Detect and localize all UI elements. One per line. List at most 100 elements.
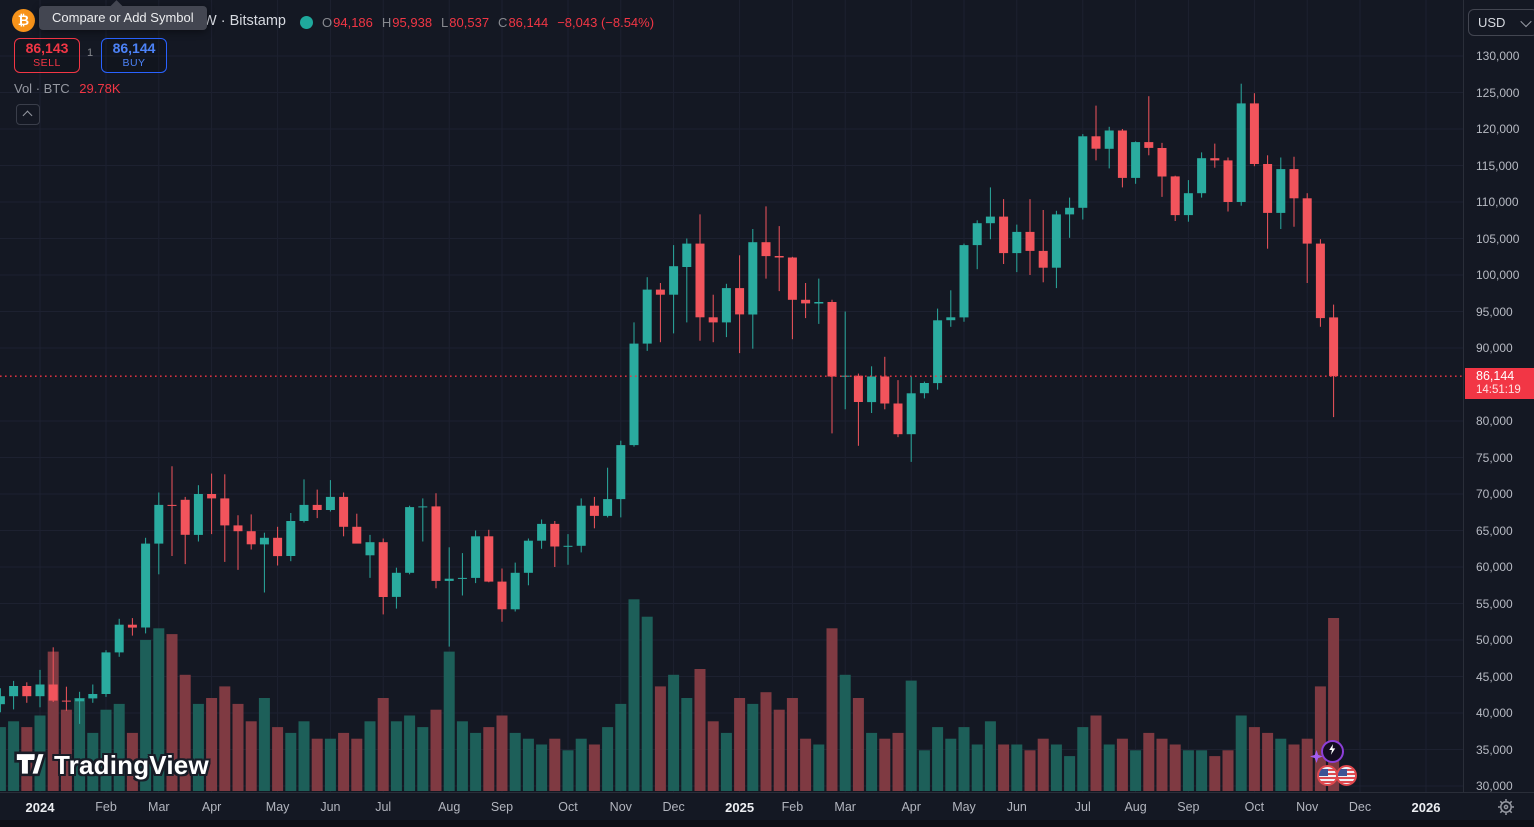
candle-body [193, 494, 203, 535]
compare-tooltip: Compare or Add Symbol [39, 0, 207, 30]
volume-bar [800, 738, 812, 791]
collapse-legend-button[interactable] [16, 104, 40, 125]
volume-bar [879, 738, 891, 791]
candle-body [1065, 207, 1075, 215]
candle-body [431, 506, 441, 581]
price-tick: 95,000 [1476, 304, 1513, 319]
candle-body [141, 543, 151, 628]
volume-bar [958, 727, 970, 791]
volume-bar [971, 744, 983, 791]
volume-bar [100, 709, 112, 791]
candle-body [721, 288, 731, 323]
volume-bar [760, 692, 772, 791]
candle-body [365, 542, 375, 556]
candle-body [695, 243, 705, 318]
candle-body [801, 299, 811, 304]
spread-value: 1 [86, 47, 94, 59]
candle-body [418, 506, 428, 508]
month-tick: Oct [1244, 800, 1265, 814]
year-tick: 2024 [25, 800, 55, 815]
tradingview-logo-icon [13, 747, 48, 784]
volume-bar [813, 744, 825, 791]
month-tick: Aug [1124, 800, 1147, 814]
candle-body [906, 393, 916, 435]
volume-bar [984, 721, 996, 791]
candle-body [1038, 250, 1048, 268]
volume-bar [602, 727, 614, 791]
sell-button[interactable]: 86,143 SELL [14, 38, 80, 73]
price-tick: 40,000 [1476, 706, 1513, 720]
price-tick: 35,000 [1476, 742, 1513, 757]
volume-bar [311, 738, 323, 791]
volume-bar [483, 727, 495, 791]
candle-body [1210, 158, 1220, 161]
candle-body [761, 242, 771, 257]
volume-bar [1143, 732, 1155, 791]
price-axis[interactable]: USD 86,144 14:51:19 130,000 125,000 120,00… [1463, 0, 1534, 793]
candle-body [299, 504, 309, 521]
volume-bar [1024, 750, 1036, 791]
market-status-dot[interactable] [300, 16, 313, 29]
volume-bar [60, 709, 72, 791]
volume-bar [1222, 750, 1234, 791]
price-tick: 80,000 [1476, 414, 1513, 428]
volume-bar [1196, 750, 1208, 791]
bitcoin-logo-icon: ₿ [12, 9, 35, 32]
candle-body [405, 507, 415, 573]
candle-body [880, 376, 890, 404]
candle-body [748, 242, 758, 315]
buy-button[interactable]: 86,144 BUY [101, 38, 167, 73]
tradingview-watermark[interactable]: TradingView [13, 747, 209, 784]
volume-bar [1116, 738, 1128, 791]
usd-currency-button[interactable]: USD [1468, 9, 1534, 36]
volume-bar [126, 732, 138, 791]
candle-body [1276, 169, 1286, 213]
volume-bar [232, 703, 244, 791]
candle-body [523, 540, 533, 573]
close-label: C [498, 15, 508, 30]
volume-bar [562, 750, 574, 791]
economic-event-marker[interactable] [1317, 765, 1338, 786]
candle-body [629, 343, 639, 446]
volume-bar [258, 698, 270, 791]
candle-body [985, 216, 995, 224]
volume-bar [522, 738, 534, 791]
settings-gear-icon[interactable] [1496, 797, 1516, 817]
chart-canvas[interactable] [0, 0, 1463, 792]
economic-event-marker[interactable] [1336, 765, 1357, 786]
candle-body [246, 531, 256, 545]
volume-bar [74, 698, 86, 791]
candle-body [1104, 130, 1114, 149]
month-tick: May [952, 800, 976, 814]
open-label: O [322, 15, 333, 30]
us-flag-icon [1319, 769, 1328, 776]
candle-body [1329, 317, 1339, 377]
candle-body [325, 496, 335, 510]
candle-body [233, 525, 243, 532]
candle-body [1302, 198, 1312, 244]
month-tick: May [265, 800, 290, 814]
candle-body [484, 536, 494, 582]
volume-bar [364, 721, 376, 791]
volume-bar [1103, 744, 1115, 791]
time-axis[interactable]: 2024 Feb Mar Apr May Jun Jul Aug Sep Oct Nov Dec 202… [0, 792, 1534, 821]
symbol-name[interactable]: W · Bitstamp [203, 13, 286, 29]
volume-bar [509, 732, 521, 791]
candle-body [1170, 176, 1180, 216]
price-tick: 45,000 [1476, 669, 1513, 684]
volume-bar [192, 703, 204, 791]
candle-body [1197, 158, 1207, 194]
year-tick: 2026 [1411, 800, 1441, 815]
candle-body [1144, 142, 1154, 148]
candle-body [576, 505, 586, 546]
month-tick: Apr [901, 800, 921, 814]
volume-bar [430, 709, 442, 791]
volume-bar [536, 744, 548, 791]
month-tick: Feb [95, 800, 117, 814]
month-tick: Oct [558, 800, 578, 814]
candle-body [1315, 243, 1325, 319]
candle-body [853, 375, 863, 402]
crypto-event-marker[interactable] [1321, 740, 1344, 763]
ohlc-values: O94,186 H95,938 L80,537 C86,144 −8,043 (−8.5… [322, 15, 654, 30]
candle-body [35, 684, 45, 697]
